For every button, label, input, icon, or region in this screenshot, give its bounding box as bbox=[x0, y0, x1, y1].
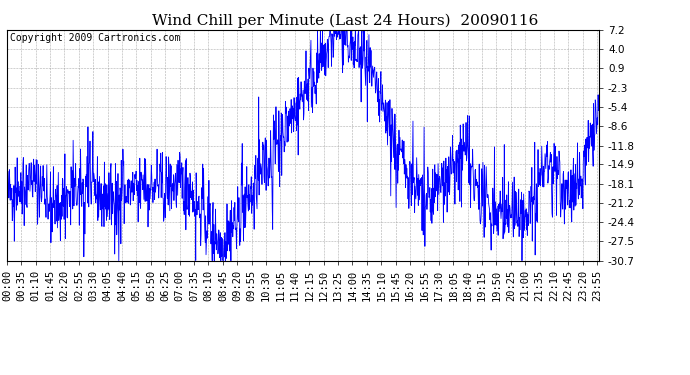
Text: Copyright 2009 Cartronics.com: Copyright 2009 Cartronics.com bbox=[10, 33, 180, 44]
Text: Wind Chill per Minute (Last 24 Hours)  20090116: Wind Chill per Minute (Last 24 Hours) 20… bbox=[152, 13, 538, 27]
